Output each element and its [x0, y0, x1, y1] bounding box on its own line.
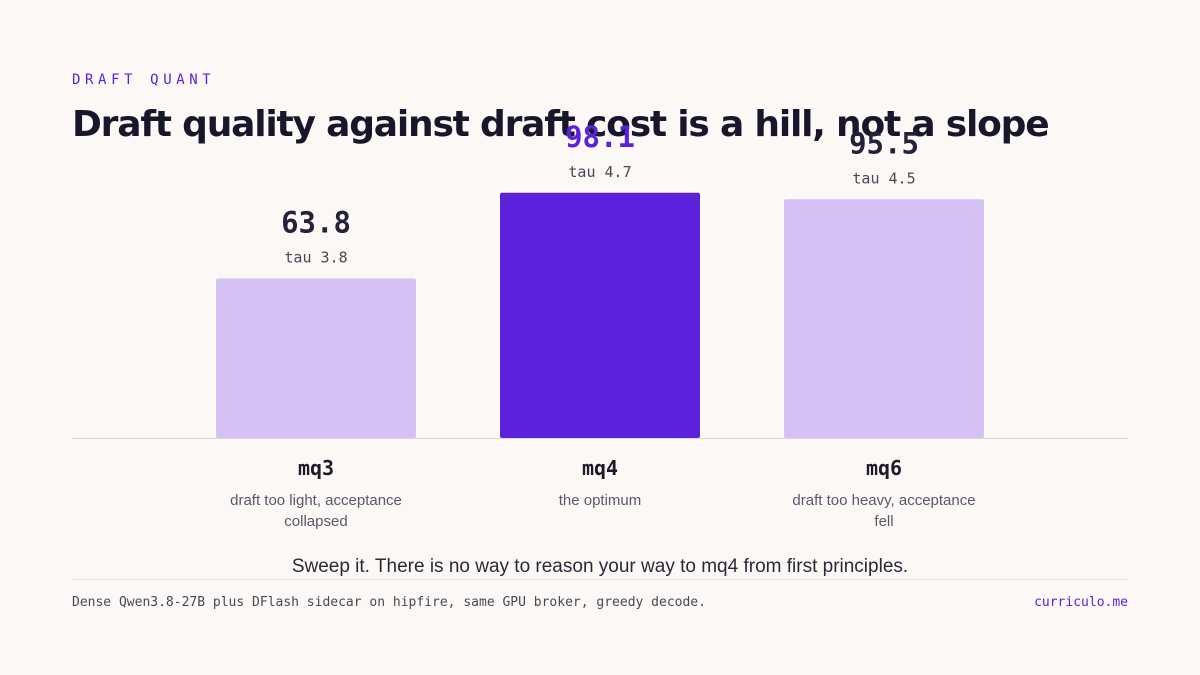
- category-description-mq3: draft too light, acceptance collapsed: [230, 492, 402, 530]
- value-label-mq3: 63.8: [281, 206, 351, 240]
- category-description-mq6: draft too heavy, acceptance fell: [792, 492, 976, 530]
- footer-divider: [72, 579, 1128, 580]
- category-label-mq4: mq4: [581, 456, 619, 480]
- value-label-mq6: 95.5: [849, 126, 919, 160]
- value-label-mq4: 98.1: [565, 120, 635, 154]
- category-label-mq3: mq3: [297, 456, 335, 480]
- bar-mq3: [216, 278, 416, 438]
- tau-label-mq3: tau 3.8: [284, 249, 347, 267]
- tau-label-mq6: tau 4.5: [852, 169, 915, 187]
- footer-note: Dense Qwen3.8-27B plus DFlash sidecar on…: [72, 595, 706, 610]
- bar-mq6: [784, 199, 984, 438]
- eyebrow-label: DRAFT QUANT: [72, 72, 216, 88]
- takeaway-text: Sweep it. There is no way to reason your…: [291, 556, 909, 577]
- page-title: Draft quality against draft cost is a hi…: [72, 104, 1050, 145]
- tau-label-mq4: tau 4.7: [568, 163, 631, 181]
- category-description-mq4: the optimum: [558, 492, 642, 509]
- category-label-mq6: mq6: [865, 456, 903, 480]
- footer-brand-link[interactable]: curriculo.me: [1034, 595, 1128, 610]
- bar-mq4: [500, 192, 700, 438]
